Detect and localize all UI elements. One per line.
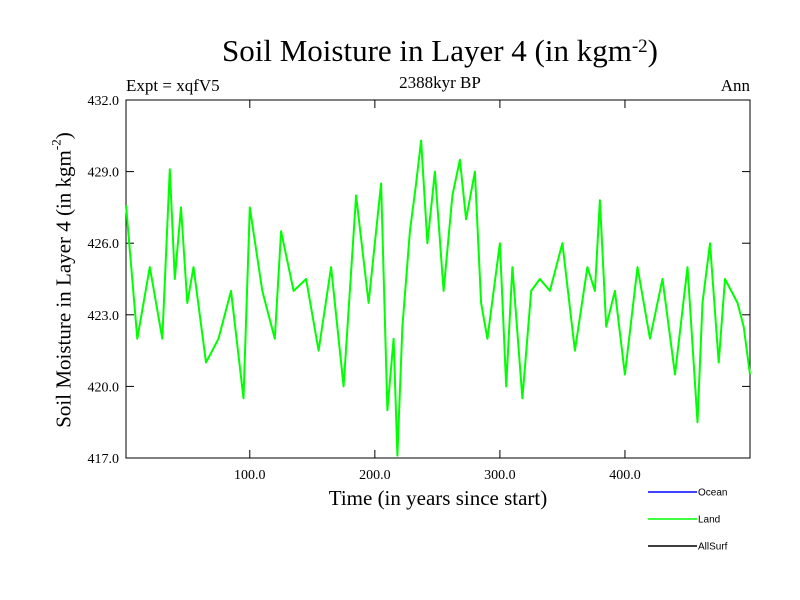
x-axis: 100.0 200.0 300.0 400.0 [234,100,641,483]
y-tick-label: 426.0 [88,237,120,252]
chart-title: Soil Moisture in Layer 4 (in kgm-2) [222,33,658,68]
y-tick-label: 417.0 [88,452,120,467]
y-axis: 417.0 420.0 423.0 426.0 429.0 432.0 [88,94,750,467]
y-tick-label: 432.0 [88,94,120,109]
plot-frame [125,99,751,459]
legend-label-allsurf: AllSurf [698,542,728,553]
season-label: Ann [720,76,750,95]
y-tick-label: 420.0 [88,380,120,395]
y-tick-label: 429.0 [88,166,120,181]
x-tick-label: 400.0 [609,468,641,483]
experiment-label: Expt = xqfV5 [126,76,220,95]
legend: Ocean Land AllSurf [648,488,728,553]
x-tick-label: 100.0 [234,468,266,483]
chart-subtitle: 2388kyr BP [399,73,481,92]
series-layer [125,139,751,457]
x-axis-label: Time (in years since start) [328,486,548,510]
x-tick-label: 200.0 [359,468,391,483]
y-tick-label: 423.0 [88,309,120,324]
legend-label-land: Land [698,515,720,526]
series-line-land [125,139,751,457]
x-tick-label: 300.0 [484,468,516,483]
legend-label-ocean: Ocean [698,488,727,499]
